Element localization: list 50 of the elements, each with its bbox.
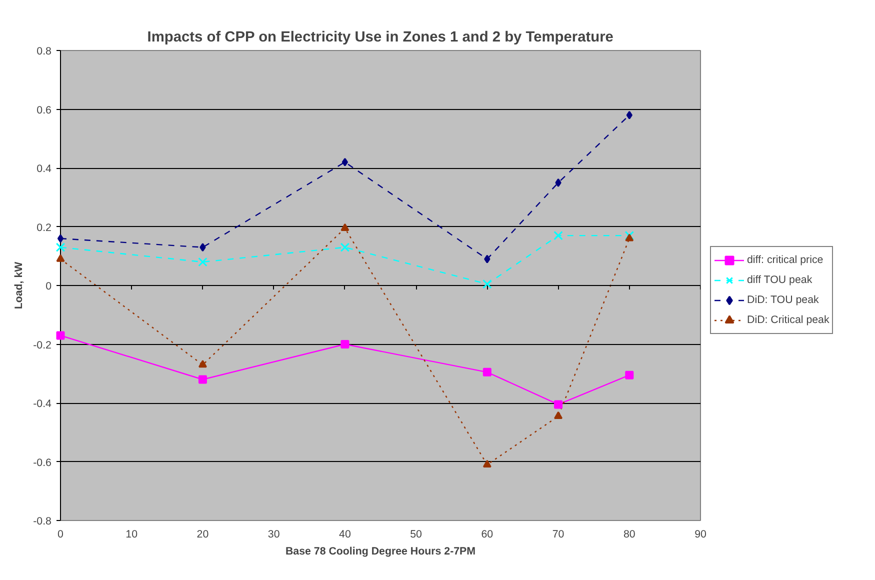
point	[555, 178, 562, 187]
point	[200, 243, 206, 252]
y-tick-label: -0.8	[33, 516, 52, 528]
point	[554, 400, 563, 409]
y-tick-label: -0.6	[33, 456, 52, 469]
chart-title: Impacts of CPP on Electricity Use in Zones 1 and 2 by Temperature	[147, 30, 614, 46]
point	[56, 331, 65, 340]
point	[57, 234, 64, 243]
point	[624, 230, 634, 240]
x-tick-label: 50	[410, 528, 422, 540]
x-tick-label: 80	[623, 528, 636, 540]
point	[554, 411, 563, 419]
point	[198, 257, 208, 267]
x-tick-label: 90	[694, 528, 706, 540]
point	[340, 223, 350, 231]
x-tick-label: 40	[339, 528, 351, 540]
y-tick-label: 0.2	[36, 222, 52, 234]
y-tick-label: 0.6	[36, 104, 52, 116]
point	[198, 360, 207, 368]
point	[198, 375, 207, 384]
y-tick-label: 0.4	[36, 163, 52, 175]
y-tick-label: -0.2	[33, 339, 52, 352]
x-axis-title: Base 78 Cooling Degree Hours 2-7PM	[285, 546, 476, 558]
x-tick-label: 0	[58, 528, 64, 540]
y-tick-label: 0.8	[36, 46, 52, 58]
point	[340, 242, 350, 252]
point	[482, 460, 492, 468]
legend-label: diff TOU peak	[747, 274, 812, 286]
y-axis-title: Load, kW	[13, 260, 26, 310]
y-tick-label: -0.4	[33, 398, 52, 410]
point	[484, 254, 490, 264]
point	[340, 340, 350, 348]
x-tick-label: 30	[268, 528, 280, 540]
point	[482, 368, 492, 376]
point	[342, 158, 348, 166]
x-tick-label: 60	[481, 528, 494, 540]
x-tick-label: 10	[126, 528, 138, 540]
point	[56, 254, 65, 262]
y-tick-label: 0	[46, 280, 52, 292]
legend-label: DiD: TOU peak	[747, 294, 819, 306]
point	[625, 370, 634, 380]
point	[625, 234, 634, 242]
x-tick-label: 70	[552, 528, 564, 540]
legend-label: DiD: Critical peak	[747, 314, 830, 326]
x-tick-label: 20	[196, 528, 209, 540]
point	[626, 110, 632, 120]
point	[482, 279, 492, 289]
point	[56, 242, 66, 252]
legend-label: diff: critical price	[747, 254, 824, 266]
point	[554, 230, 563, 240]
